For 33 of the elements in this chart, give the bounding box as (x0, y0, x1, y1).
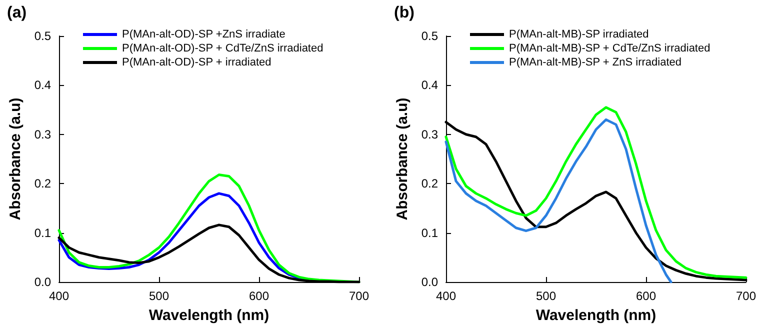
y-tick-label: 0.2 (421, 176, 438, 191)
y-tick-label: 0.5 (421, 29, 438, 43)
x-tick-label: 700 (348, 289, 370, 303)
y-tick-label: 0.3 (34, 127, 52, 142)
x-axis-title: Wavelength (nm) (536, 307, 656, 324)
y-tick-label: 0.4 (34, 78, 52, 92)
x-tick-label: 400 (436, 289, 456, 303)
y-tick-label: 0.1 (34, 226, 52, 240)
x-tick-label: 600 (248, 289, 270, 303)
x-axis-title: Wavelength (nm) (148, 307, 270, 324)
x-tick-label: 500 (148, 289, 170, 303)
legend-label: P(MAn-alt-OD)-SP +ZnS irradiate (122, 28, 286, 40)
legend-label: P(MAn-alt-MB)-SP + ZnS irradiated (509, 56, 682, 68)
y-tick-label: 0.2 (34, 176, 52, 191)
y-tick-label: 0.0 (421, 275, 438, 289)
y-tick-label: 0.5 (34, 29, 52, 43)
x-tick-label: 500 (536, 289, 556, 303)
y-axis-title: Absorbance (a.u) (394, 98, 411, 220)
line-series (444, 118, 672, 284)
chart-title: (b) (394, 4, 414, 22)
y-tick-label: 0.3 (421, 127, 438, 142)
legend-label: P(MAn-alt-OD)-SP + CdTe/ZnS irradiated (122, 42, 324, 54)
x-tick-label: 600 (636, 289, 656, 303)
legend-label: P(MAn-alt-MB)-SP irradiated (509, 28, 649, 40)
legend-label: P(MAn-alt-MB)-SP + CdTe/ZnS irradiated (509, 42, 710, 54)
y-tick-label: 0.0 (34, 275, 52, 289)
y-tick-label: 0.4 (421, 78, 438, 92)
legend-label: P(MAn-alt-OD)-SP + irradiated (122, 56, 272, 68)
y-axis-title: Absorbance (a.u) (7, 98, 24, 220)
y-tick-label: 0.1 (421, 226, 438, 240)
x-tick-label: 400 (48, 289, 70, 303)
chart-title: (a) (7, 4, 27, 22)
x-tick-label: 700 (736, 289, 756, 303)
